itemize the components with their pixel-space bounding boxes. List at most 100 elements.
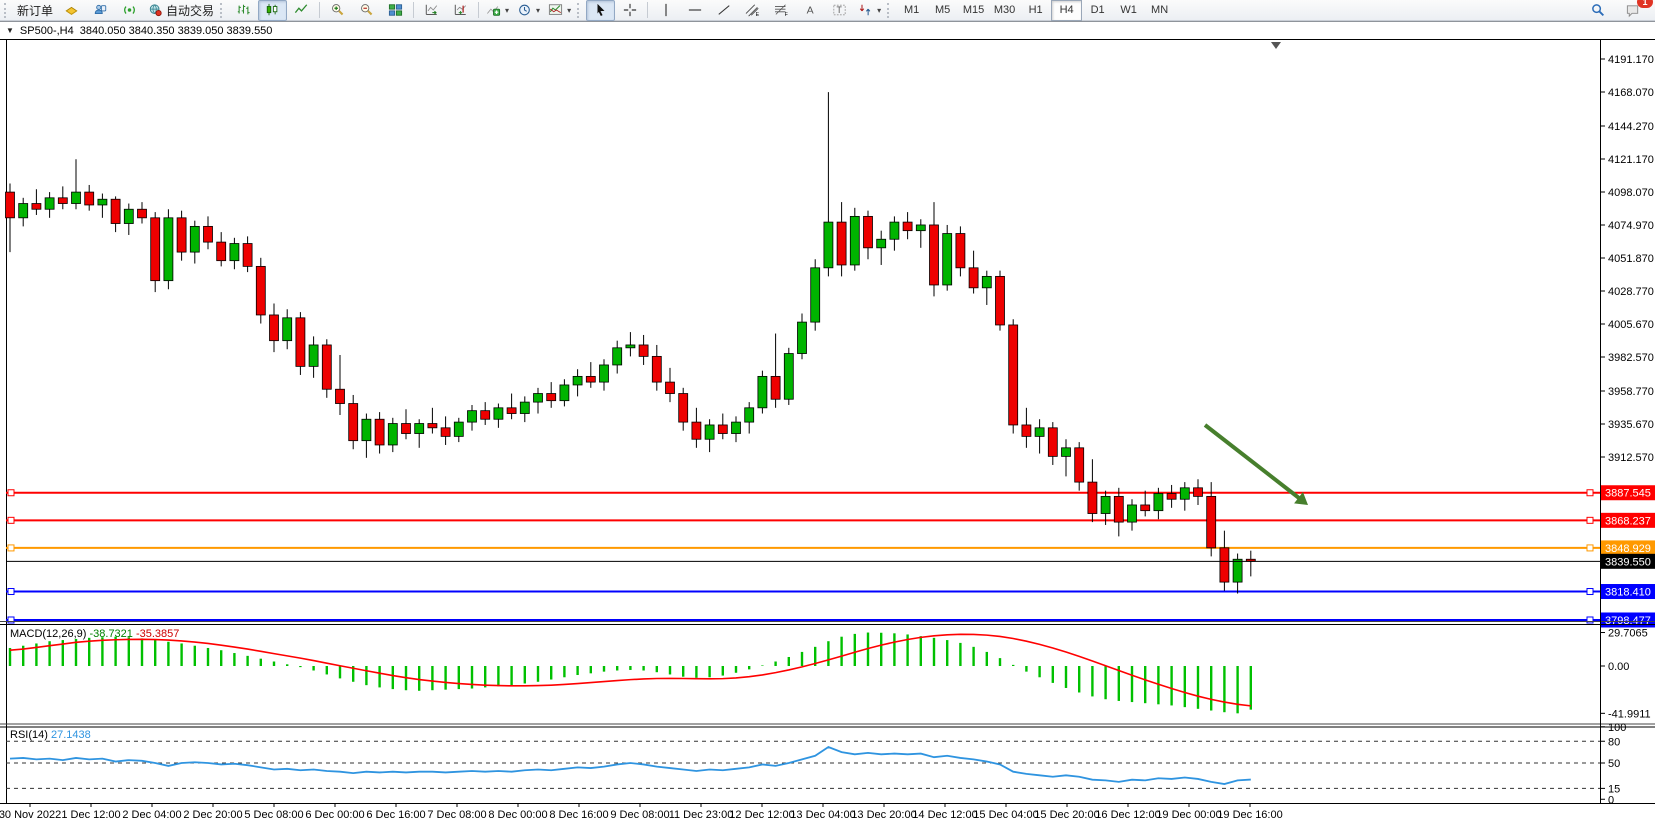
new-order-button[interactable]: 新订单 — [13, 0, 57, 21]
line-handle[interactable] — [7, 616, 15, 624]
candle-bull — [97, 198, 108, 206]
rsi-label: RSI(14) 27.1438 — [10, 729, 91, 741]
svg-text:A: A — [806, 5, 813, 17]
price-axis-label: 4028.770 — [1608, 286, 1654, 298]
market-watch-icon — [94, 4, 107, 14]
line-handle[interactable] — [7, 544, 15, 552]
time-axis-label: 2 Dec 04:00 — [122, 809, 181, 821]
horizontal-line-3818.410[interactable] — [6, 588, 1600, 596]
candle-bull — [704, 424, 715, 440]
price-axis-label: 4121.170 — [1608, 154, 1654, 166]
collapse-triangle-icon[interactable]: ▼ — [6, 26, 14, 35]
arrows-icon — [859, 4, 871, 16]
price-axis-label: 4098.070 — [1608, 187, 1654, 199]
notifications-button[interactable]: 1 — [1618, 0, 1653, 21]
search-icon — [1591, 3, 1604, 16]
candle-bear — [770, 375, 781, 400]
price-axis-label: 3958.770 — [1608, 386, 1654, 398]
candle-bull — [559, 384, 570, 402]
timeframe-d1-button[interactable]: D1 — [1090, 4, 1105, 16]
toolbar-grip[interactable] — [220, 2, 227, 18]
zoom-in-button[interactable] — [323, 0, 352, 21]
candle-bull — [612, 347, 623, 366]
horizontal-line-3848.929[interactable] — [6, 544, 1600, 552]
timeframe-h1-button[interactable]: H1 — [1028, 4, 1043, 16]
timeframe-m30-button[interactable]: M30 — [993, 4, 1016, 16]
auto-scroll-button[interactable] — [417, 0, 446, 21]
macd-pane: 29.7065 0.00 -41.9911 MACD(12,26,9) -38.732… — [8, 628, 1651, 720]
candle-bull — [797, 321, 807, 354]
horizontal-line-3887.545[interactable] — [6, 489, 1600, 497]
toolbar-grip[interactable] — [4, 2, 11, 18]
horizontal-line-3798.477[interactable] — [6, 616, 1600, 624]
toolbar-grip[interactable] — [887, 2, 894, 18]
arrows-button[interactable]: ▾ — [854, 0, 885, 21]
profiles-button[interactable] — [57, 0, 86, 21]
dropdown-caret-icon: ▾ — [505, 5, 510, 15]
timeframe-h4-button[interactable]: H4 — [1051, 0, 1083, 21]
candle-bear — [216, 241, 227, 262]
chart-shift-marker[interactable] — [1271, 42, 1281, 49]
svg-text:3839.550: 3839.550 — [1605, 556, 1651, 568]
templates-icon — [549, 4, 563, 15]
candle-bear — [31, 203, 42, 210]
indicators-button[interactable]: ▾ — [482, 0, 513, 21]
templates-button[interactable]: ▾ — [544, 0, 575, 21]
vertical-line-button[interactable] — [651, 0, 680, 21]
text-label-button[interactable]: T — [825, 0, 854, 21]
candlestick-chart-button[interactable] — [258, 0, 288, 21]
trendline-button[interactable] — [709, 0, 738, 21]
svg-text:3798.477: 3798.477 — [1605, 615, 1651, 627]
macd-label: MACD(12,26,9) -38.7321 -35.3857 — [10, 628, 179, 640]
timeframe-m5-button[interactable]: M5 — [934, 4, 951, 16]
zoom-out-button[interactable] — [352, 0, 381, 21]
line-handle[interactable] — [1586, 544, 1594, 552]
candle-bear — [665, 381, 675, 394]
candle-bear — [902, 221, 913, 232]
chart-shift-button[interactable] — [446, 0, 475, 21]
signals-button[interactable] — [115, 0, 144, 21]
candle-bear — [836, 221, 847, 266]
line-handle[interactable] — [1586, 616, 1594, 624]
price-badge-3887.545: 3887.545 — [1601, 485, 1655, 501]
indicators-icon — [487, 6, 501, 16]
line-handle[interactable] — [7, 588, 15, 596]
time-axis-label: 8 Dec 00:00 — [488, 809, 547, 821]
timeframe-mn-button[interactable]: MN — [1151, 4, 1169, 16]
candle-bear — [1074, 447, 1085, 483]
autotrading-button[interactable]: 自动交易 — [144, 0, 218, 21]
candle-bull — [1153, 493, 1164, 512]
horizontal-line-3868.237[interactable] — [6, 516, 1600, 524]
tile-windows-button[interactable] — [381, 0, 410, 21]
periods-button[interactable]: ▾ — [513, 0, 544, 21]
toolbar-separator — [319, 2, 321, 18]
time-axis-label: 7 Dec 08:00 — [427, 809, 486, 821]
timeframe-m1-button[interactable]: M1 — [903, 4, 920, 16]
trend-arrow-annotation[interactable] — [1203, 423, 1308, 505]
candle-bull — [308, 344, 319, 367]
timeframe-w1-button[interactable]: W1 — [1120, 4, 1137, 16]
timeframe-m15-button[interactable]: M15 — [962, 4, 985, 16]
equidistant-channel-button[interactable]: E — [738, 0, 767, 21]
chart-area[interactable]: 4191.170 4168.070 4144.270 4121.170 4098.070… — [0, 39, 1655, 824]
market-watch-button[interactable] — [86, 0, 115, 21]
line-handle[interactable] — [1586, 516, 1594, 524]
cursor-button[interactable] — [586, 0, 616, 21]
crosshair-button[interactable] — [615, 0, 644, 21]
line-handle[interactable] — [7, 489, 15, 497]
text-button[interactable]: A — [796, 0, 825, 21]
line-handle[interactable] — [7, 516, 15, 524]
line-handle[interactable] — [1586, 588, 1594, 596]
line-handle[interactable] — [1586, 489, 1594, 497]
toolbar-grip[interactable] — [577, 2, 584, 18]
fibonacci-button[interactable]: F — [767, 0, 796, 21]
bar-chart-button[interactable] — [229, 0, 258, 21]
svg-text:E: E — [755, 12, 759, 17]
candle-bear — [137, 208, 147, 219]
search-button[interactable] — [1583, 0, 1612, 21]
candle-bear — [1206, 495, 1217, 549]
line-chart-button[interactable] — [287, 0, 316, 21]
dropdown-caret-icon: ▾ — [877, 5, 882, 15]
horizontal-line-button[interactable] — [680, 0, 709, 21]
svg-text:3848.929: 3848.929 — [1605, 543, 1651, 555]
